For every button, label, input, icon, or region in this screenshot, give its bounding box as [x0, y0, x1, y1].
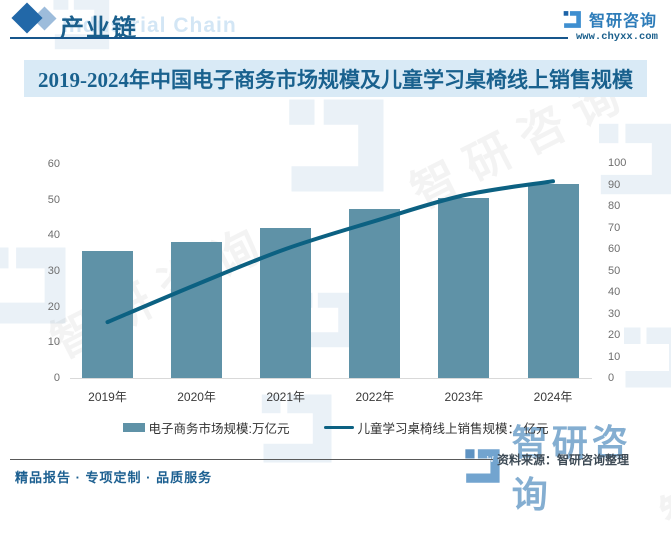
x-axis-label: 2019年	[88, 390, 127, 404]
y-axis-left-tick-label: 0	[53, 372, 60, 384]
y-axis-right-tick-label: 30	[608, 307, 621, 320]
y-axis-right-tick-label: 70	[608, 221, 621, 234]
source-label: 资料来源：智研咨询整理	[497, 453, 630, 467]
legend-label: 儿童学习桌椅线上销售规模： 亿元	[357, 422, 549, 436]
legend: 电子商务市场规模:万亿元 儿童学习桌椅线上销售规模： 亿元	[0, 418, 671, 437]
y-axis-right-tick-label: 10	[608, 350, 621, 363]
bar-2021年	[260, 228, 312, 378]
y-axis-right-tick-label: 60	[608, 243, 621, 255]
y-axis-right-tick-label: 100	[608, 157, 627, 169]
y-axis-left-tick-label: 40	[47, 229, 60, 242]
section-title-english-watermark: Industrial Chain	[62, 14, 237, 37]
brand-logo-icon	[563, 10, 581, 28]
y-axis-left-tick-label: 10	[47, 336, 60, 349]
bar-series-swatch-icon	[122, 423, 145, 432]
header-divider	[10, 37, 568, 39]
legend-label: 电子商务市场规模:万亿元	[148, 422, 290, 436]
y-axis-right-tick-label: 80	[608, 200, 621, 212]
chart-title-banner: 2019-2024年中国电子商务市场规模及儿童学习桌椅线上销售规模	[24, 60, 647, 97]
brand-logo: 智研咨询	[562, 7, 657, 31]
bar-2022年	[349, 208, 401, 378]
y-axis-right-tick-label: 0	[608, 372, 615, 384]
x-axis-label: 2021年	[266, 390, 306, 404]
brand-name: 智研咨询	[589, 13, 658, 30]
y-axis-left-tick-label: 50	[47, 193, 60, 206]
x-axis-baseline	[70, 378, 592, 379]
legend-item-bar-series: 电子商务市场规模:万亿元	[122, 418, 290, 437]
y-axis-right-tick-label: 50	[608, 264, 621, 277]
y-axis-left-tick-label: 30	[47, 265, 60, 277]
line-series-swatch-icon	[323, 425, 354, 430]
legend-item-line-series: 儿童学习桌椅线上销售规模： 亿元	[323, 418, 549, 437]
brand-url: www.chyxx.com	[576, 31, 658, 43]
y-axis-left-tick-label: 60	[47, 158, 60, 170]
y-axis-right-tick-label: 90	[608, 178, 621, 191]
watermark-brand-url: www.chyxx.com	[487, 454, 625, 466]
source-divider	[10, 459, 493, 460]
bar-2020年	[171, 242, 223, 378]
watermark-brand-logo-icon	[465, 449, 500, 483]
x-axis-label: 2023年	[444, 390, 484, 404]
y-axis-right-tick-label: 20	[608, 329, 621, 341]
chart-title: 2019-2024年中国电子商务市场规模及儿童学习桌椅线上销售规模	[38, 67, 633, 92]
x-axis-label: 2020年	[177, 390, 216, 404]
x-axis-label: 2024年	[533, 390, 573, 404]
y-axis-right-tick-label: 40	[608, 286, 621, 298]
y-axis-left-tick-label: 20	[47, 300, 60, 313]
footer-tagline: 精品报告 · 专项定制 · 品质服务	[15, 470, 213, 485]
bar-2019年	[82, 251, 133, 378]
x-axis-label: 2022年	[355, 390, 395, 404]
bar-2024年	[527, 183, 579, 378]
bar-2023年	[438, 197, 490, 378]
